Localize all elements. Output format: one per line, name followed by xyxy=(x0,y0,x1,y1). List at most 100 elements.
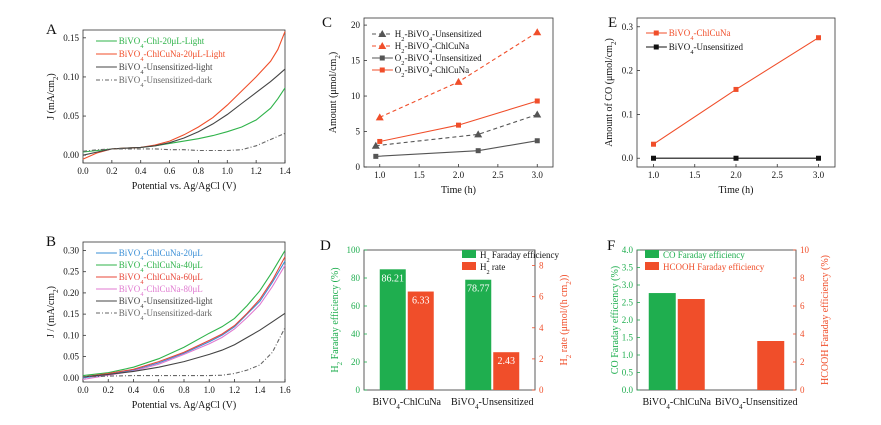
y-tick-label: 0.10 xyxy=(63,72,79,82)
data-point xyxy=(816,155,821,161)
data-point xyxy=(651,155,656,161)
x-tick-label: 0.6 xyxy=(164,166,176,176)
x-tick-label: 3.0 xyxy=(813,170,825,180)
data-point xyxy=(733,86,739,92)
legend-swatch xyxy=(462,262,476,270)
legend-label: BiVO4-Unsensitized-light xyxy=(119,296,213,310)
legend-label: BiVO4-ChlCuNa-20μL xyxy=(119,248,203,262)
x-tick-label: 2.0 xyxy=(730,170,742,180)
x-tick-label: 0.2 xyxy=(106,166,117,176)
panel-d: D 0 20 40 60 80 100 0 2 4 6 8 H2 Faraday efficiency … xyxy=(320,238,573,411)
category-label: BiVO4-Unsensitized xyxy=(715,397,797,411)
legend-label: BiVO4-Unsensitized xyxy=(669,42,744,56)
x-tick-label: 1.4 xyxy=(279,166,291,176)
bar xyxy=(379,269,406,390)
legend-label: BiVO4-ChlCuNa-20μL-Light xyxy=(119,49,226,63)
legend-label: H2-BiVO4-Unsensitized xyxy=(395,29,482,43)
y-tick-label: 0.15 xyxy=(63,33,79,43)
y-tick-label: 10 xyxy=(351,91,361,101)
legend-marker xyxy=(378,42,387,49)
category-label: BiVO4-ChlCuNa xyxy=(642,397,711,411)
panel-label: A xyxy=(46,22,57,38)
y2-tick-label: 2 xyxy=(800,357,805,367)
y-tick-label: 60 xyxy=(351,301,361,311)
data-point xyxy=(373,153,379,159)
x-tick-label: 1.2 xyxy=(229,385,240,395)
legend-label: BiVO4-Unsensitized-dark xyxy=(119,308,213,322)
legend-label: H2 Faraday efficiency xyxy=(480,250,559,264)
y-tick-label: 0.0 xyxy=(622,153,634,163)
y-tick-label: 2.0 xyxy=(622,315,634,325)
x-tick-label: 2.0 xyxy=(453,170,465,180)
y-tick-label: 1.0 xyxy=(622,350,634,360)
data-point xyxy=(475,148,481,154)
series-line xyxy=(82,250,286,377)
series-line xyxy=(82,132,286,152)
x-tick-label: 0.0 xyxy=(77,385,89,395)
y2-axis-title: HCOOH Faraday efficiency (%) xyxy=(820,255,831,385)
x-tick-label: 0.6 xyxy=(153,385,165,395)
legend-label: H2 rate xyxy=(480,262,505,276)
legend-marker xyxy=(653,44,659,50)
legend-swatch xyxy=(462,250,476,258)
x-tick-label: 1.5 xyxy=(414,170,426,180)
y-tick-label: 3.0 xyxy=(622,280,634,290)
legend-label: BiVO4-ChlCuNa-60μL xyxy=(119,272,203,286)
x-tick-label: 3.0 xyxy=(532,170,544,180)
x-tick-label: 2.5 xyxy=(772,170,784,180)
legend-label: BiVO4-Unsensitized-dark xyxy=(119,75,213,89)
y2-tick-label: 8 xyxy=(800,273,805,283)
y-tick-label: 40 xyxy=(351,329,361,339)
y2-axis-title: H2 rate (μmol/(h cm2)) xyxy=(559,275,573,366)
data-point xyxy=(533,28,542,36)
legend-marker xyxy=(379,55,385,61)
data-point xyxy=(651,141,656,147)
y-tick-label: 0.05 xyxy=(63,111,79,121)
x-axis-title: Potential vs. Ag/AgCl (V) xyxy=(132,181,236,192)
y2-tick-label: 6 xyxy=(800,301,805,311)
y-tick-label: 3.5 xyxy=(622,263,634,273)
y-tick-label: 2.5 xyxy=(622,298,634,308)
panel-label: D xyxy=(320,238,331,254)
x-tick-label: 1.2 xyxy=(251,166,262,176)
y2-tick-label: 6 xyxy=(539,292,544,302)
legend-swatch xyxy=(645,262,659,270)
y-tick-label: 5 xyxy=(356,127,361,137)
x-tick-label: 0.2 xyxy=(103,385,114,395)
panel-label: F xyxy=(607,238,615,254)
panel-a-frame xyxy=(82,29,286,164)
legend-swatch xyxy=(645,250,659,258)
panel-label: B xyxy=(46,234,56,250)
panel-a: A 0.0 0.2 0.4 0.6 0.8 1.0 1.2 1.4 0.00 0.05 0.10 0.1… xyxy=(46,22,291,192)
category-label: BiVO4-ChlCuNa xyxy=(372,397,441,411)
x-tick-label: 1.0 xyxy=(374,170,386,180)
y-tick-label: 0.10 xyxy=(63,330,79,340)
legend-label: HCOOH Faraday efficiency xyxy=(663,262,765,272)
y-axis-title: J / (mA/cm2) xyxy=(46,286,60,338)
y-tick-label: 0.00 xyxy=(63,150,79,160)
y2-tick-label: 8 xyxy=(539,261,544,271)
bar xyxy=(757,341,785,390)
bar xyxy=(648,293,676,390)
panel-c: C 1.0 1.5 2.0 2.5 3.0 0 5 10 15 20 Time (h) Amount (… xyxy=(322,15,554,196)
x-tick-label: 2.5 xyxy=(492,170,504,180)
legend-label: BiVO4-ChlCuNa xyxy=(669,28,731,42)
legend-marker xyxy=(379,67,385,73)
legend-marker xyxy=(378,30,387,37)
series-line xyxy=(82,327,286,378)
legend-marker xyxy=(653,30,659,36)
series-line xyxy=(379,100,538,143)
x-tick-label: 0.8 xyxy=(178,385,190,395)
y-tick-label: 0.0 xyxy=(622,385,634,395)
data-point xyxy=(474,130,483,138)
y-tick-label: 0.1 xyxy=(622,109,633,119)
data-point xyxy=(733,155,739,161)
legend-label: BiVO4-ChlCuNa-40μL xyxy=(119,260,203,274)
x-tick-label: 0.8 xyxy=(193,166,205,176)
category-label: BiVO4-Unsensitized xyxy=(451,397,533,411)
data-point xyxy=(816,35,821,41)
data-point xyxy=(371,141,380,149)
y-axis-title: Amount of CO (μmol/cm2) xyxy=(604,38,618,147)
y-tick-label: 0.5 xyxy=(622,368,634,378)
